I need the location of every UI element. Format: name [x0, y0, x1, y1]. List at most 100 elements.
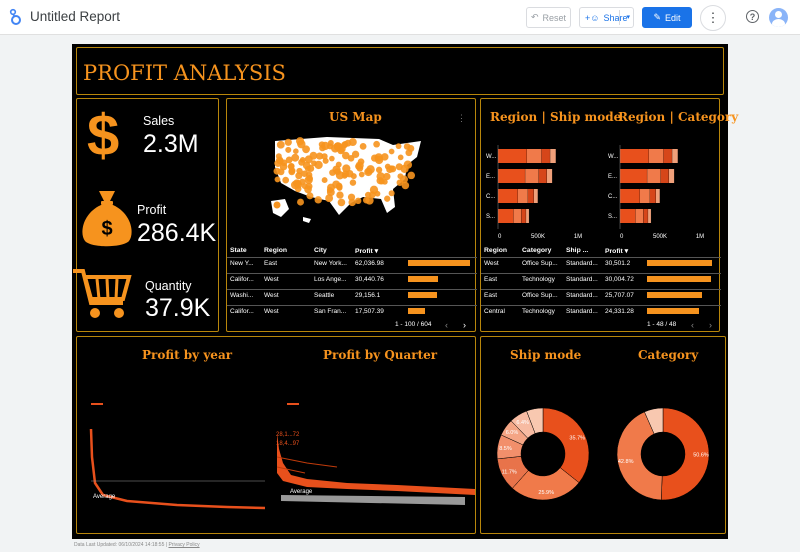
map-bubble[interactable] — [296, 137, 305, 146]
map-bubble[interactable] — [306, 192, 314, 200]
map-bubble[interactable] — [332, 180, 341, 189]
map-bubble[interactable] — [314, 196, 322, 204]
region-ship-mode-bar-chart[interactable]: W... E... C... S... 0 500K 1M — [481, 143, 601, 243]
map-bubble[interactable] — [285, 156, 293, 164]
map-bubble[interactable] — [358, 171, 365, 178]
map-bubble[interactable] — [304, 155, 313, 164]
map-bubble[interactable] — [335, 161, 342, 168]
map-bubble[interactable] — [388, 190, 395, 197]
ship-mode-donut-chart[interactable]: 35.7% 25.9% 11.7% 8.5% 6.0% 6.4% — [489, 405, 597, 503]
donut-slice[interactable] — [526, 407, 544, 434]
map-bubble[interactable] — [327, 143, 334, 150]
map-bubble[interactable] — [395, 143, 402, 150]
map-bubble[interactable] — [293, 148, 299, 155]
category-donut-chart[interactable]: 50.6% 42.8% — [609, 405, 717, 503]
map-bubble[interactable] — [388, 148, 395, 155]
share-dropdown-icon[interactable]: ▾ — [626, 14, 630, 21]
map-bubble[interactable] — [304, 175, 313, 185]
map-bubble[interactable] — [401, 181, 410, 190]
donut-slice[interactable] — [644, 407, 664, 435]
map-bubble[interactable] — [374, 190, 381, 197]
map-bubble[interactable] — [288, 168, 296, 176]
map-bubble[interactable] — [297, 198, 304, 206]
next-page-icon[interactable]: › — [463, 320, 466, 330]
map-bubble[interactable] — [329, 155, 335, 162]
map-bubble[interactable] — [337, 198, 346, 207]
map-bubble[interactable] — [285, 146, 292, 153]
column-header-state[interactable]: State — [230, 247, 247, 254]
edit-button[interactable]: ✎ Edit — [642, 7, 692, 28]
map-bubble[interactable] — [302, 145, 310, 154]
column-header-profit[interactable]: Profit ▾ — [605, 248, 629, 255]
map-bubble[interactable] — [381, 153, 389, 161]
map-bubble[interactable] — [273, 201, 281, 209]
map-bubble[interactable] — [287, 163, 295, 170]
column-header-category[interactable]: Category — [522, 247, 552, 254]
map-bubble[interactable] — [359, 142, 367, 150]
map-bubble[interactable] — [276, 140, 285, 149]
map-bubble[interactable] — [386, 165, 394, 174]
map-bubble[interactable] — [365, 196, 374, 205]
map-bubble[interactable] — [354, 197, 362, 205]
map-bubble[interactable] — [301, 170, 308, 177]
column-header-city[interactable]: City — [314, 247, 327, 254]
map-bubble[interactable] — [298, 158, 306, 166]
map-bubble[interactable] — [383, 172, 391, 181]
reset-button[interactable]: ↶ Reset — [526, 7, 571, 28]
column-header-ship-mode[interactable]: Ship ... — [566, 247, 589, 254]
map-bubble[interactable] — [370, 154, 379, 162]
map-bubble[interactable] — [351, 150, 360, 159]
map-bubble[interactable] — [336, 191, 344, 199]
map-bubble[interactable] — [405, 149, 413, 157]
map-bubble[interactable] — [376, 172, 385, 181]
map-bubble[interactable] — [301, 183, 308, 190]
map-bubble[interactable] — [341, 151, 350, 160]
share-button[interactable]: +☺ Share ▾ — [579, 7, 634, 28]
map-bubble[interactable] — [357, 158, 365, 165]
profit-trend-charts[interactable]: Average 28,1...72 18,4...97 Average — [77, 377, 477, 535]
map-bubble[interactable] — [292, 179, 301, 188]
map-bubble[interactable] — [403, 143, 411, 150]
map-bubble[interactable] — [314, 160, 323, 170]
map-bubble[interactable] — [274, 176, 281, 183]
column-header-region[interactable]: Region — [484, 247, 508, 254]
map-bubble[interactable] — [341, 170, 350, 178]
region-category-bar-chart[interactable]: W... E... C... S... 0 500K 1M — [603, 143, 721, 243]
previous-page-icon[interactable]: ‹ — [691, 320, 694, 330]
map-bubble[interactable] — [291, 153, 300, 162]
previous-page-icon[interactable]: ‹ — [445, 320, 448, 330]
column-header-region[interactable]: Region — [264, 247, 288, 254]
map-bubble[interactable] — [282, 176, 290, 184]
next-page-icon[interactable]: › — [709, 320, 712, 330]
map-bubble[interactable] — [325, 194, 334, 203]
column-header-profit[interactable]: Profit ▾ — [355, 248, 379, 255]
map-bubble[interactable] — [349, 179, 357, 186]
map-bubble[interactable] — [316, 152, 324, 160]
map-bubble[interactable] — [375, 166, 383, 174]
map-bubble[interactable] — [373, 140, 380, 148]
map-bubble[interactable] — [407, 171, 416, 180]
map-bubble[interactable] — [384, 195, 391, 202]
map-bubble[interactable] — [326, 186, 333, 194]
report-title[interactable]: Untitled Report — [30, 9, 121, 24]
map-bubble[interactable] — [400, 164, 409, 173]
donut-slice[interactable] — [542, 407, 590, 483]
avatar[interactable] — [769, 8, 788, 27]
map-bubble[interactable] — [397, 154, 404, 161]
map-bubble[interactable] — [321, 177, 328, 184]
map-bubble[interactable] — [319, 144, 326, 152]
map-bubble[interactable] — [348, 198, 356, 207]
map-bubble[interactable] — [368, 191, 376, 199]
map-bubble[interactable] — [337, 147, 345, 155]
donut-slice[interactable] — [661, 407, 710, 501]
map-bubble[interactable] — [277, 168, 285, 176]
map-bubble[interactable] — [275, 153, 282, 160]
help-icon[interactable]: ? — [746, 10, 759, 23]
map-bubble[interactable] — [396, 179, 404, 186]
map-bubble[interactable] — [296, 167, 303, 175]
donut-slice[interactable] — [616, 411, 663, 501]
map-bubble[interactable] — [348, 138, 357, 147]
map-bubble[interactable] — [365, 168, 372, 175]
more-options-icon[interactable]: ⋮ — [457, 113, 466, 123]
more-options-icon[interactable]: ⋮ — [700, 5, 726, 31]
